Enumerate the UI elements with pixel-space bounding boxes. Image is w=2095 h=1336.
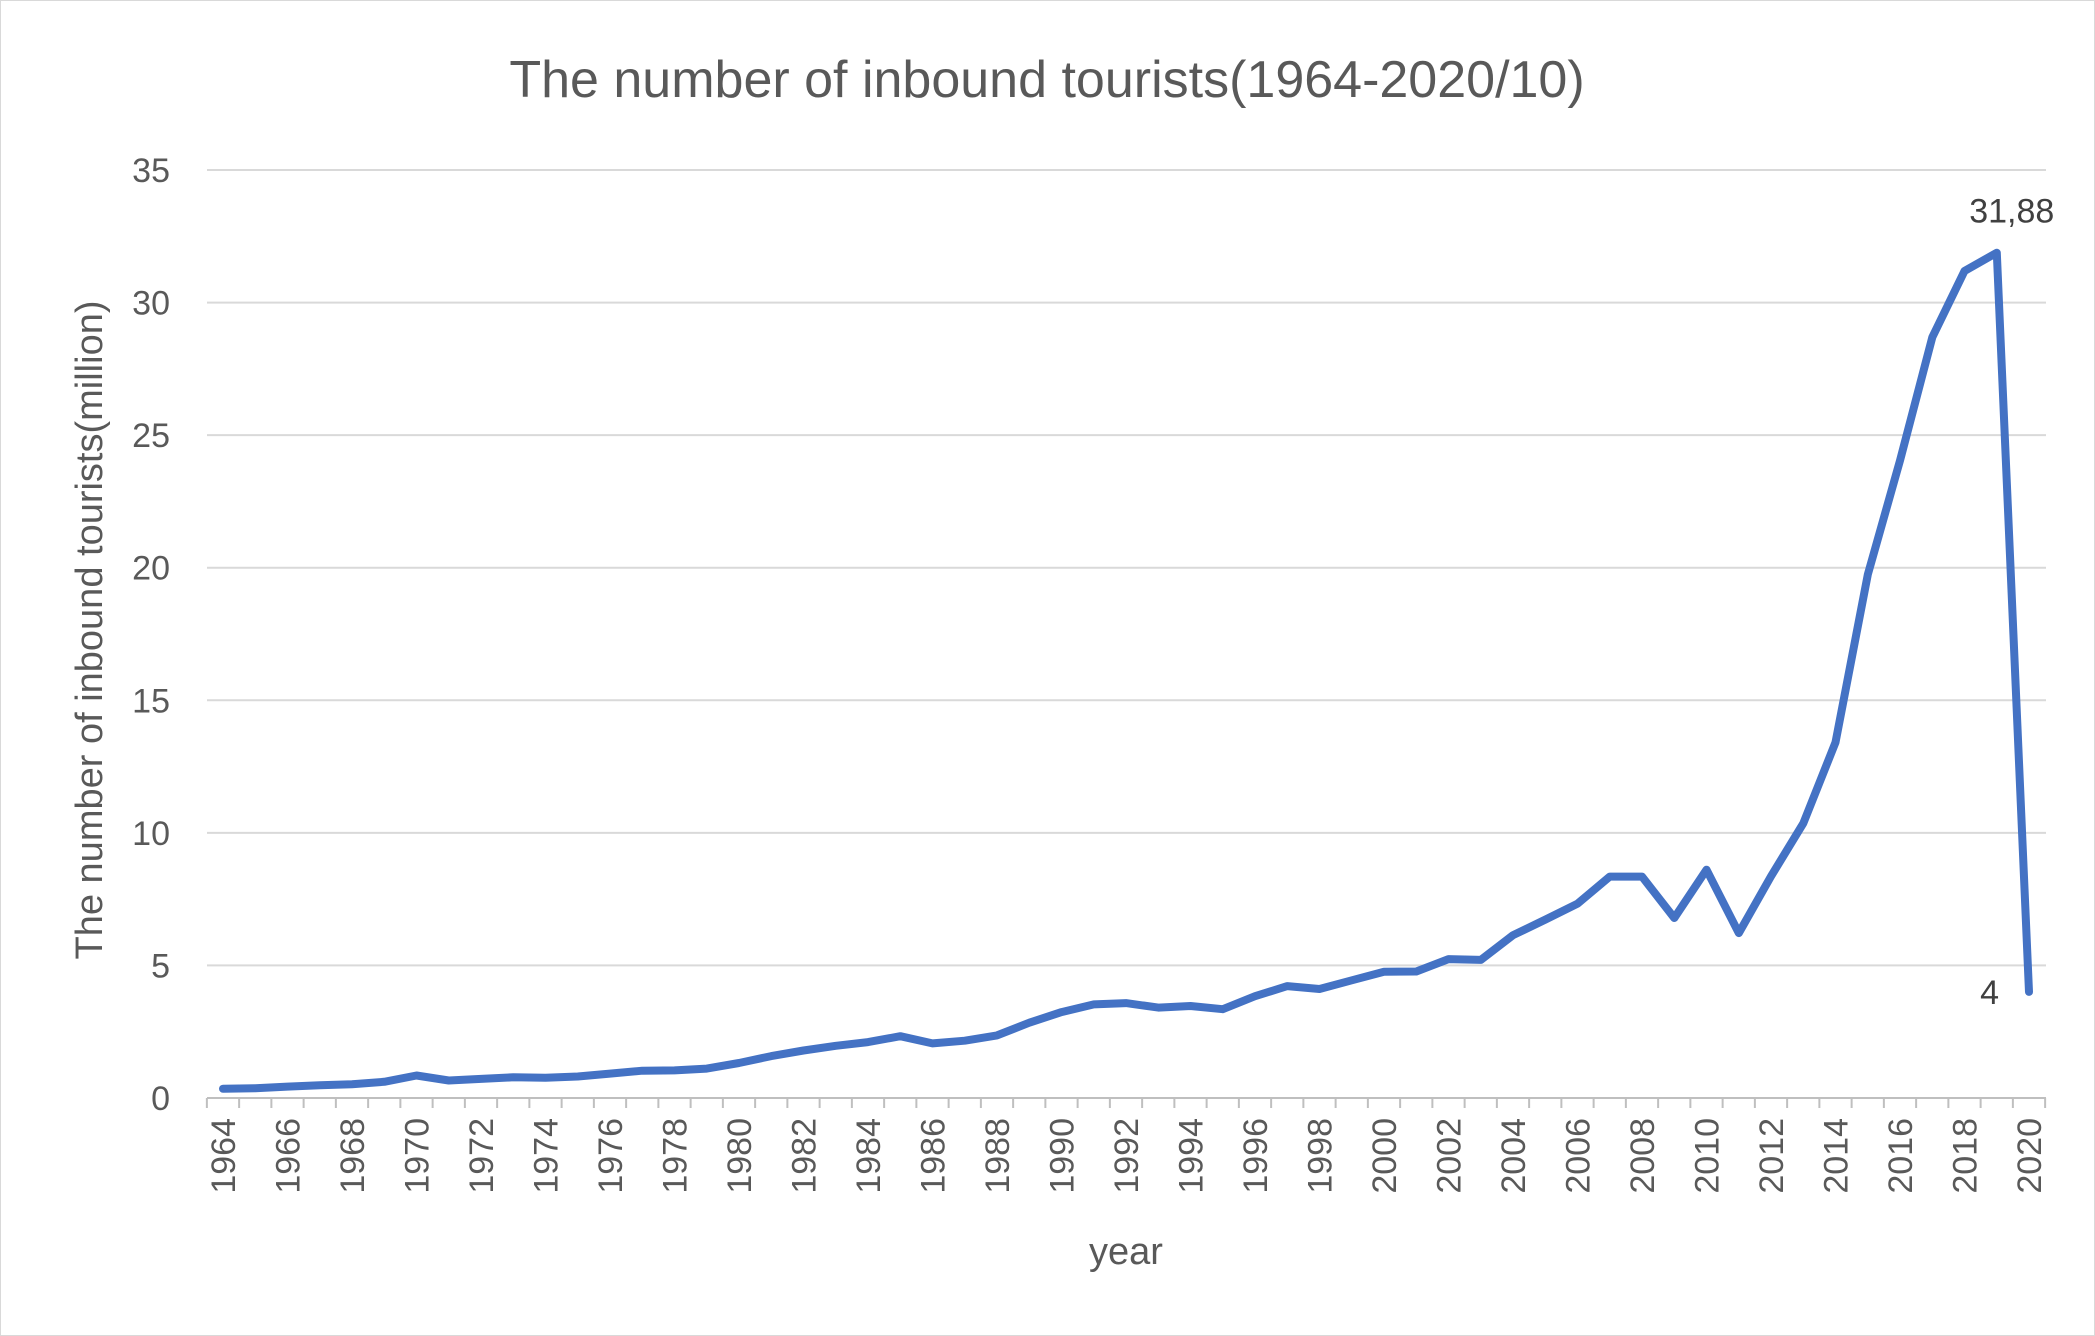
x-tick-label: 1988 (979, 1118, 1017, 1194)
x-tick-label: 1966 (270, 1118, 308, 1194)
series-line (219, 248, 2033, 1093)
y-axis-title: The number of inbound tourists(million) (69, 301, 111, 960)
x-tick-label: 1984 (850, 1118, 888, 1194)
x-tick-label: 2000 (1366, 1118, 1404, 1194)
y-tick-label: 0 (151, 1080, 170, 1118)
y-tick-label: 25 (132, 417, 170, 455)
x-tick-label: 1974 (528, 1118, 566, 1194)
y-tick-label: 10 (132, 815, 170, 853)
gridlines (207, 169, 2046, 967)
x-axis-ticks: 1964 1966 1968 1970 1972 1974 1976 1978 1980 1982… (205, 1098, 2049, 1194)
x-tick-label: 1970 (399, 1118, 437, 1194)
y-tick-label: 30 (132, 285, 170, 323)
x-tick-label: 1968 (334, 1118, 372, 1194)
x-tick-label: 1982 (786, 1118, 824, 1194)
x-tick-label: 2018 (1947, 1118, 1985, 1194)
y-tick-label: 15 (132, 682, 170, 720)
x-tick-label: 2014 (1818, 1118, 1856, 1194)
x-tick-label: 1994 (1173, 1118, 1211, 1194)
data-label: 31,88 (1969, 193, 2054, 231)
x-tick-label: 1992 (1108, 1118, 1146, 1194)
data-labels: 31,88 4 (1969, 193, 2054, 1012)
y-tick-label: 35 (132, 152, 170, 190)
x-tick-label: 2012 (1753, 1118, 1791, 1194)
x-tick-label: 1996 (1237, 1118, 1275, 1194)
x-tick-label: 1990 (1044, 1118, 1082, 1194)
data-label: 4 (1980, 974, 1999, 1012)
x-tick-label: 2020 (2011, 1118, 2049, 1194)
x-tick-label: 1978 (657, 1118, 695, 1194)
x-tick-label: 2008 (1624, 1118, 1662, 1194)
x-tick-label: 2002 (1431, 1118, 1469, 1194)
y-tick-label: 20 (132, 550, 170, 588)
x-tick-label: 2010 (1689, 1118, 1727, 1194)
x-tick-label: 1964 (205, 1118, 243, 1194)
chart-title: The number of inbound tourists(1964-2020… (509, 51, 1584, 109)
x-tick-label: 1976 (592, 1118, 630, 1194)
x-tick-label: 2016 (1882, 1118, 1920, 1194)
x-tick-label: 1998 (1302, 1118, 1340, 1194)
y-axis-ticks: 0 5 10 15 20 25 30 35 (132, 152, 170, 1118)
x-tick-label: 1972 (463, 1118, 501, 1194)
x-tick-label: 2006 (1560, 1118, 1598, 1194)
x-tick-label: 1986 (915, 1118, 953, 1194)
series-layer (219, 248, 2033, 1093)
x-tick-label: 2004 (1495, 1118, 1533, 1194)
y-tick-label: 5 (151, 947, 170, 985)
x-tick-label: 1980 (721, 1118, 759, 1194)
x-axis-title: year (1089, 1231, 1163, 1273)
